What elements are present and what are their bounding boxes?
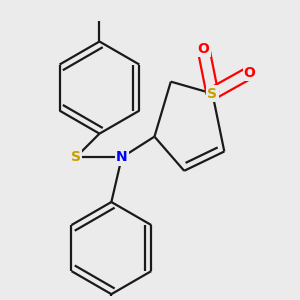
Text: O: O — [198, 42, 209, 56]
Text: O: O — [244, 66, 256, 80]
Text: N: N — [116, 150, 128, 164]
Text: S: S — [207, 86, 218, 100]
Text: S: S — [71, 150, 81, 164]
